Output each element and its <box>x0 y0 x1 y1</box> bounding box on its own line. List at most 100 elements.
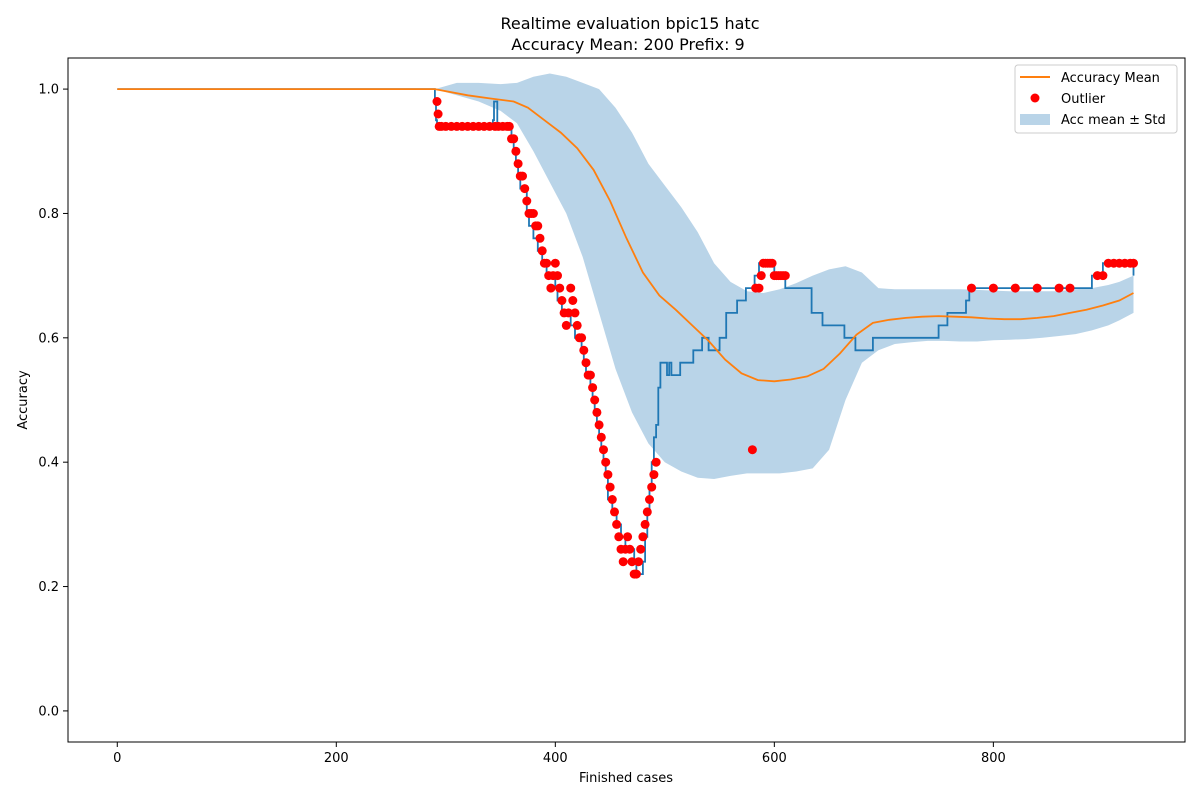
outlier-point <box>1129 258 1138 268</box>
outlier-point <box>747 445 757 455</box>
y-tick-label: 0.4 <box>38 456 59 471</box>
outlier-point <box>555 283 565 293</box>
x-tick-label: 400 <box>543 751 568 766</box>
outlier-point <box>967 283 976 293</box>
outlier-point <box>432 97 442 106</box>
outlier-points-layer <box>432 97 1138 579</box>
outlier-point <box>533 221 543 231</box>
accuracy-mean-line <box>117 88 1134 383</box>
outlier-point <box>607 495 617 504</box>
outlier-point <box>642 507 652 517</box>
outlier-point <box>592 407 602 417</box>
x-tick-label: 600 <box>762 751 787 766</box>
x-tick-label: 800 <box>981 751 1006 766</box>
outlier-point <box>625 544 635 554</box>
outlier-point <box>535 233 545 243</box>
outlier-point <box>564 308 573 318</box>
outlier-point <box>601 457 611 467</box>
x-tick-label: 200 <box>324 751 349 766</box>
outlier-point <box>605 482 615 492</box>
outlier-point <box>553 271 562 281</box>
y-tick-label: 0.0 <box>38 704 59 719</box>
outlier-point <box>638 532 648 542</box>
outlier-point <box>542 258 552 268</box>
mean-line-layer <box>117 88 1134 383</box>
outlier-point <box>1065 283 1075 293</box>
outlier-point <box>585 370 595 380</box>
x-tick-label: 0 <box>113 751 121 766</box>
y-tick-label: 1.0 <box>38 83 59 98</box>
outlier-point <box>756 271 766 281</box>
outlier-point <box>581 358 591 368</box>
outlier-point <box>537 246 547 256</box>
outlier-point <box>610 507 619 517</box>
outlier-point <box>596 432 606 442</box>
outlier-point <box>767 258 777 268</box>
legend: Accuracy Mean Outlier Acc mean ± Std <box>1014 64 1178 134</box>
std-band-layer <box>434 73 1134 479</box>
outlier-point <box>988 283 998 293</box>
outlier-point <box>504 121 514 131</box>
outlier-point <box>631 569 641 579</box>
outlier-point <box>579 345 589 355</box>
outlier-point <box>561 320 571 330</box>
outlier-point <box>568 296 578 305</box>
outlier-point <box>520 184 530 194</box>
accuracy-step-line <box>117 88 1135 575</box>
accuracy-line-layer <box>117 88 1135 575</box>
chart-title: Realtime evaluation bpic15 hatc <box>501 14 760 33</box>
legend-label-mean: Accuracy Mean <box>1061 71 1160 86</box>
outlier-point <box>546 283 556 293</box>
outlier-point <box>636 544 646 554</box>
std-band <box>434 73 1134 479</box>
outlier-point <box>634 557 643 567</box>
outlier-point <box>522 196 532 206</box>
x-axis-label: Finished cases <box>579 771 673 786</box>
chart-subtitle: Accuracy Mean: 200 Prefix: 9 <box>511 35 744 54</box>
y-axis-ticks: 0.0 0.2 0.4 0.6 0.8 1.0 <box>38 83 68 719</box>
outlier-point <box>649 470 659 480</box>
outlier-point <box>627 557 637 567</box>
legend-label-outlier: Outlier <box>1061 92 1106 107</box>
outlier-point <box>1098 271 1108 281</box>
outlier-point <box>612 519 622 529</box>
outlier-point <box>780 271 790 281</box>
legend-box <box>1014 64 1178 134</box>
outlier-point <box>566 283 576 293</box>
outlier-point <box>511 146 521 156</box>
x-axis-ticks: 0 200 400 600 800 <box>113 742 1006 766</box>
y-tick-label: 0.8 <box>38 207 59 222</box>
outlier-point <box>513 159 523 169</box>
legend-label-band: Acc mean ± Std <box>1061 113 1166 128</box>
outlier-point <box>577 333 587 343</box>
outlier-point <box>509 134 519 144</box>
outlier-point <box>1032 283 1042 293</box>
outlier-point <box>614 532 624 542</box>
outlier-point <box>603 470 613 480</box>
plot-area-frame <box>67 57 1186 743</box>
outlier-point <box>1010 283 1020 293</box>
outlier-point <box>1054 283 1064 293</box>
outlier-point <box>572 320 582 330</box>
outlier-point <box>647 482 657 492</box>
y-axis-label: Accuracy <box>16 370 31 430</box>
outlier-point <box>640 519 650 529</box>
y-tick-label: 0.6 <box>38 331 59 346</box>
outlier-point <box>557 296 567 305</box>
outlier-point <box>623 532 633 542</box>
legend-outlier-swatch <box>1030 93 1040 103</box>
outlier-point <box>645 495 654 504</box>
outlier-point <box>590 395 600 405</box>
outlier-point <box>570 308 580 318</box>
outlier-point <box>754 283 764 293</box>
outlier-point <box>528 209 538 218</box>
outlier-point <box>618 557 628 567</box>
y-tick-label: 0.2 <box>38 580 59 595</box>
outlier-point <box>550 258 560 268</box>
outlier-point <box>433 109 443 119</box>
outlier-point <box>518 171 527 181</box>
outlier-point <box>594 420 604 430</box>
outlier-point <box>599 445 608 455</box>
outlier-point <box>588 383 598 393</box>
